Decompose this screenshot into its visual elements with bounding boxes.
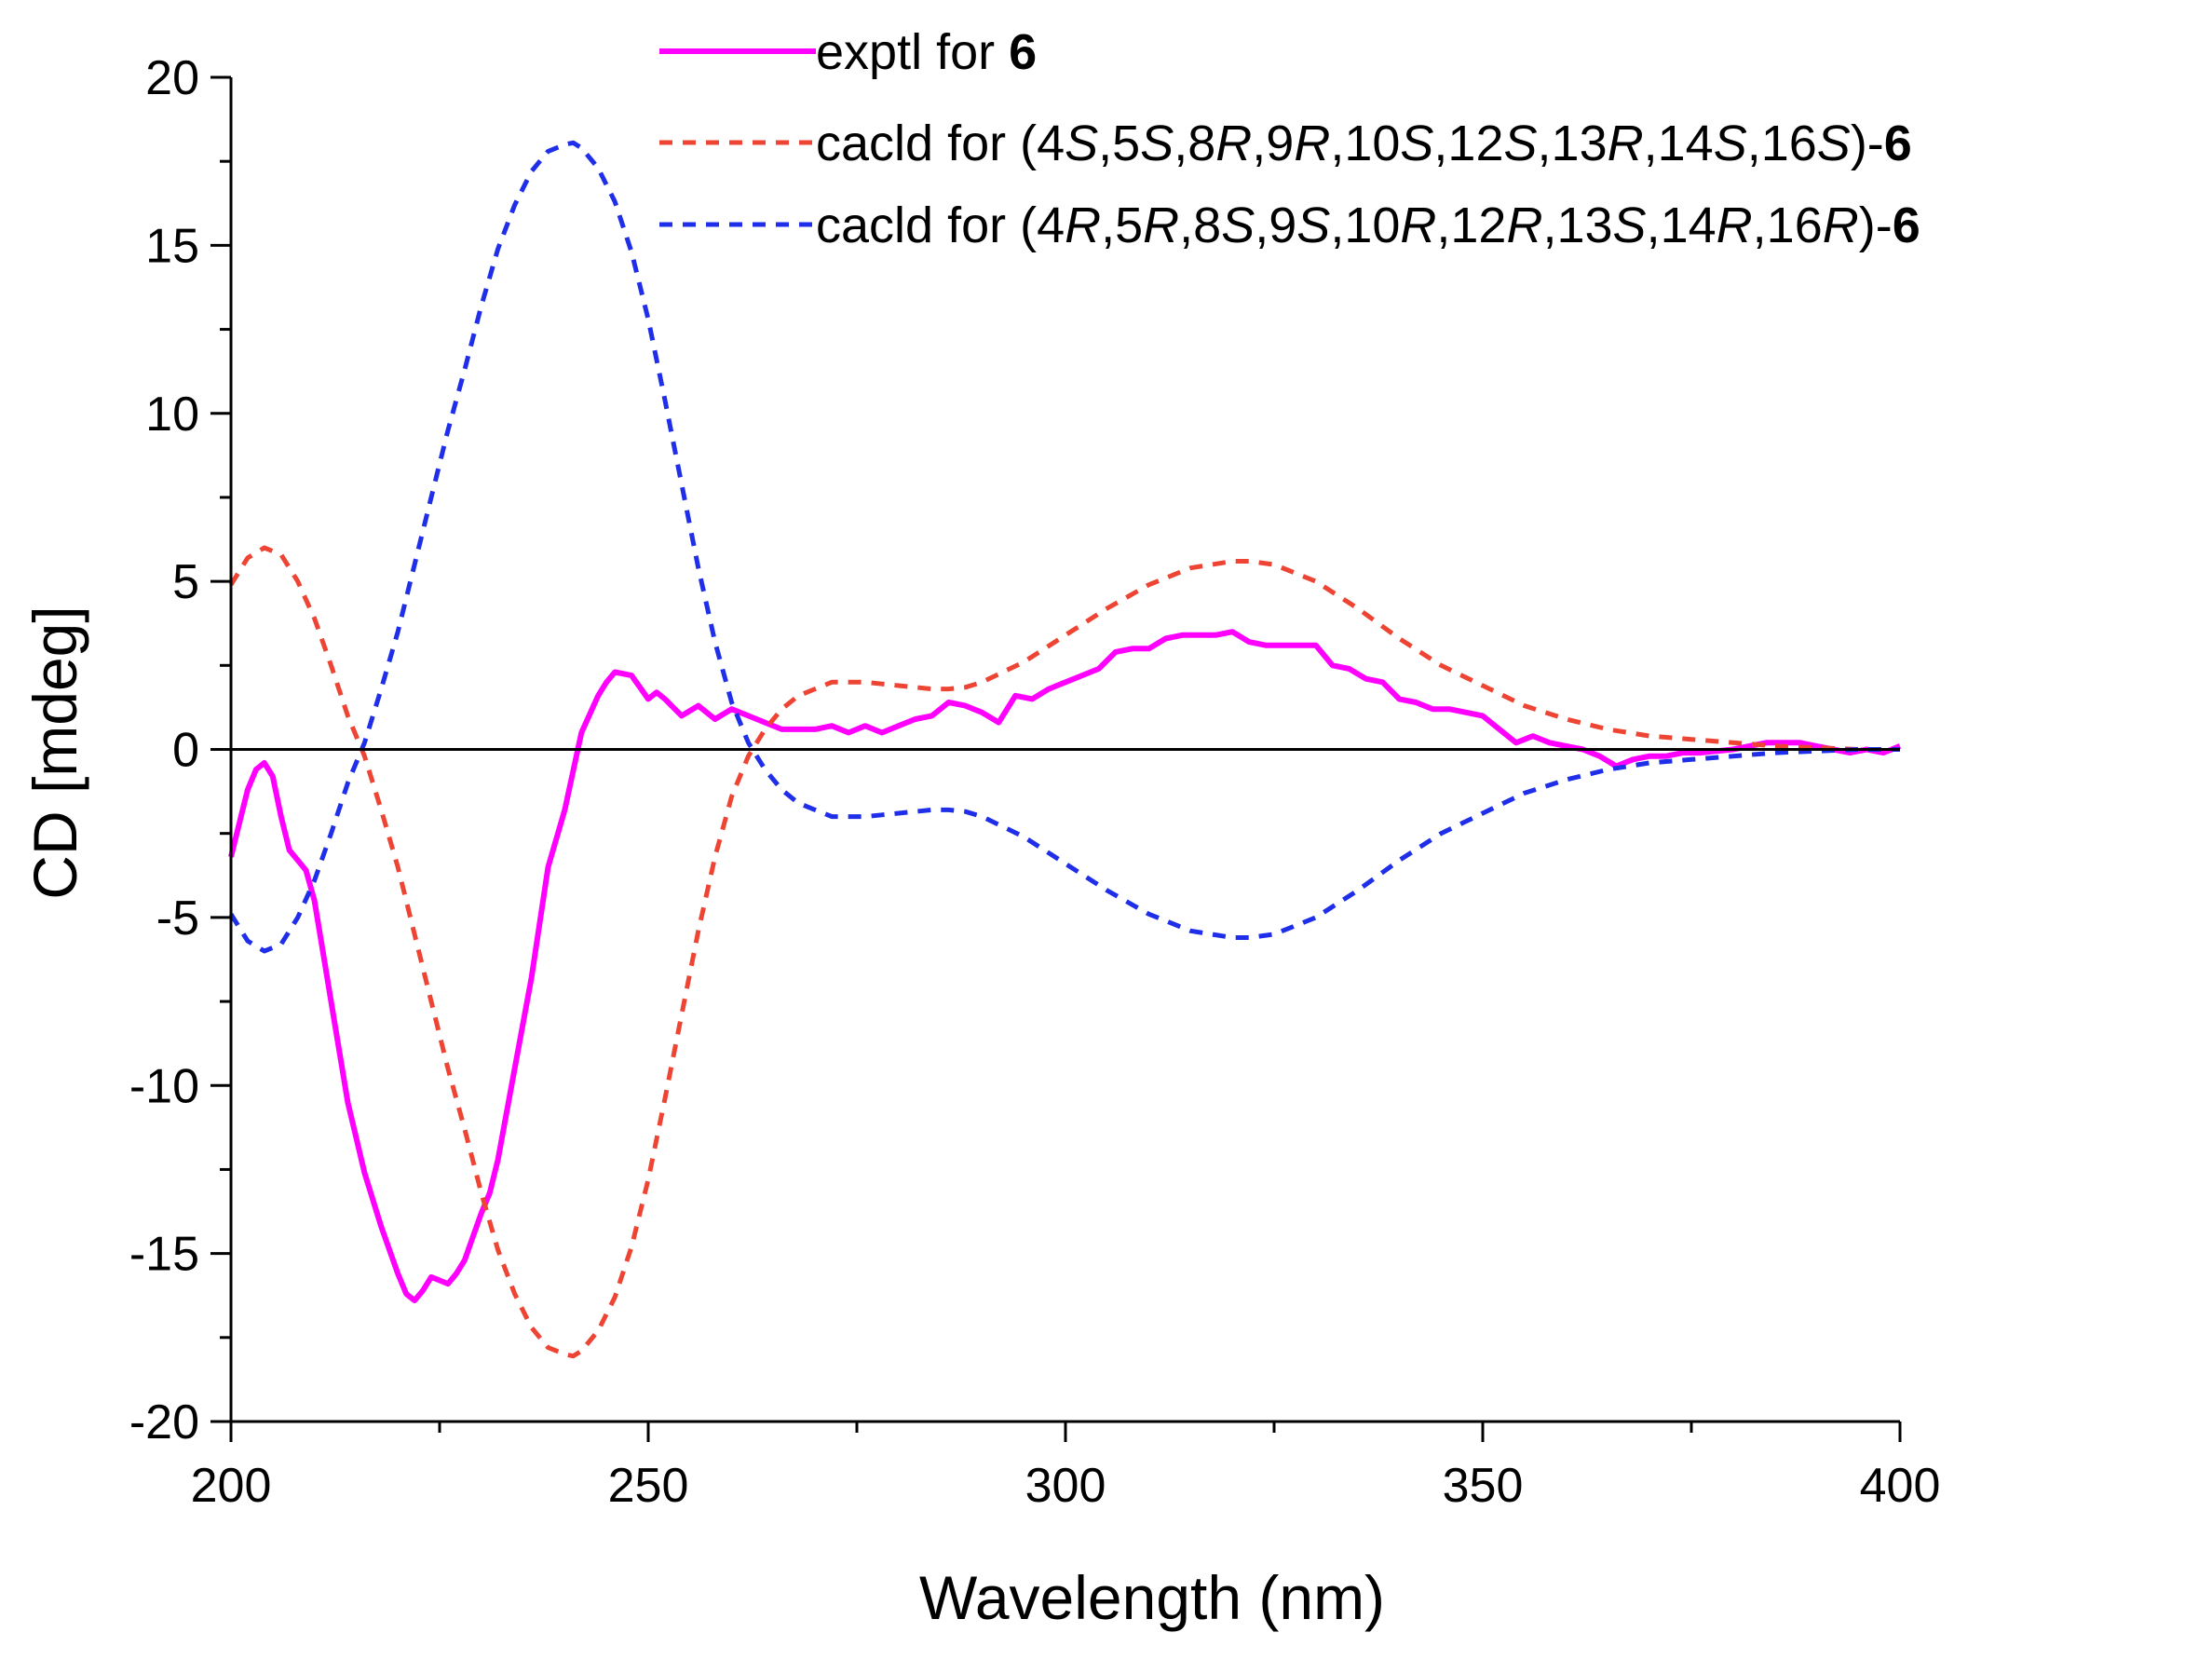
x-tick-label: 250: [608, 1459, 689, 1513]
legend-text-part: )-: [1859, 197, 1893, 253]
legend-text-part: ,10: [1330, 116, 1400, 171]
legend-text-part: ,10: [1330, 197, 1400, 253]
x-axis-title: Wavelength (nm): [919, 1563, 1385, 1632]
legend-text-part: S: [1817, 116, 1851, 171]
x-tick-label: 200: [191, 1459, 272, 1513]
y-tick-label: -5: [156, 891, 199, 946]
x-tick-label: 300: [1025, 1459, 1106, 1513]
y-tick-label: 15: [145, 219, 199, 273]
legend-text-part: ,16: [1753, 197, 1823, 253]
y-tick-label: -10: [129, 1059, 199, 1113]
legend-text-part: ,13: [1538, 116, 1608, 171]
legend-text-part: ,8: [1174, 116, 1215, 171]
legend-text-part: S: [1065, 116, 1098, 171]
plot-series-group: [228, 140, 1902, 1359]
legend-text-part: ,5: [1101, 197, 1143, 253]
y-axis-title: CD [mdeg]: [20, 605, 89, 899]
series-line-1: [228, 629, 1902, 1304]
legend-text-part: ,8: [1179, 197, 1221, 253]
x-tick-label: 400: [1860, 1459, 1941, 1513]
legend-text-part: R: [1294, 116, 1330, 171]
legend-text-part: R: [1717, 197, 1753, 253]
legend-label-2: cacld for (4S,5S,8R,9R,10S,12S,13R,14S,1…: [816, 116, 1912, 171]
legend-text-part: R: [1506, 197, 1542, 253]
legend-text-part: 6: [1893, 197, 1920, 253]
y-tick-label: 0: [172, 724, 199, 778]
legend-text-part: ,5: [1098, 116, 1140, 171]
y-tick-label: 5: [172, 555, 199, 609]
y-tick-label: -15: [129, 1228, 199, 1282]
legend-text-part: cacld for (4: [816, 197, 1065, 253]
legend-text-part: ,14: [1647, 197, 1717, 253]
series-line-2: [228, 545, 1900, 1359]
legend-text-part: cacld for (4: [816, 116, 1065, 171]
y-tick-label: 10: [145, 388, 199, 442]
series-line-3: [228, 140, 1900, 954]
legend-text-part: R: [1400, 197, 1436, 253]
legend-text-part: ,13: [1542, 197, 1612, 253]
legend-text-part: ,9: [1255, 197, 1296, 253]
legend-text-part: S: [1221, 197, 1255, 253]
legend-text-part: S: [1296, 197, 1330, 253]
legend-text-part: 6: [1009, 24, 1037, 80]
legend-text-part: ,12: [1433, 116, 1503, 171]
legend-text-part: S: [1140, 116, 1174, 171]
legend-text-part: R: [1608, 116, 1644, 171]
legend-text-part: ,9: [1252, 116, 1294, 171]
legend-text-part: exptl for: [816, 24, 1009, 80]
legend-text-part: R: [1143, 197, 1179, 253]
y-tick-label: 20: [145, 51, 199, 105]
legend-text-part: ,16: [1747, 116, 1817, 171]
legend-text-part: ,14: [1644, 116, 1714, 171]
legend-text-part: )-: [1851, 116, 1884, 171]
legend-label-3: cacld for (4R,5R,8S,9S,10R,12R,13S,14R,1…: [816, 197, 1920, 253]
x-tick-label: 350: [1443, 1459, 1524, 1513]
legend-text-part: S: [1400, 116, 1433, 171]
legend-text-part: R: [1215, 116, 1252, 171]
legend-text-part: S: [1504, 116, 1538, 171]
legend-text-part: ,12: [1436, 197, 1506, 253]
legend-text-part: R: [1823, 197, 1859, 253]
legend-text-part: R: [1065, 197, 1101, 253]
legend-label-1: exptl for 6: [816, 24, 1037, 80]
axes-group: 20 15 10 5 0 -5 -10 -15 -20 200 250 300 350 400: [129, 51, 1941, 1513]
y-tick-label: -20: [129, 1395, 199, 1449]
legend-text-part: S: [1714, 116, 1747, 171]
legend-text-part: 6: [1884, 116, 1912, 171]
legend-text-part: S: [1613, 197, 1647, 253]
